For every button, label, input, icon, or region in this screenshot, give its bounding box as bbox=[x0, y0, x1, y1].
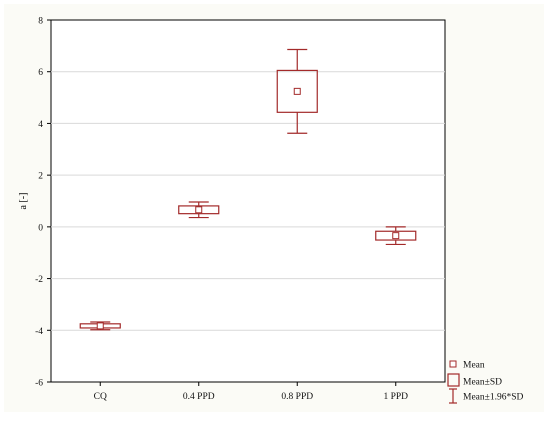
legend-item: Mean±1.96*SD bbox=[449, 388, 524, 404]
y-tick-label: 0 bbox=[38, 223, 43, 233]
box-group bbox=[79, 321, 121, 331]
sd-box bbox=[178, 205, 220, 215]
legend-sd-symbol bbox=[447, 373, 460, 387]
y-tick-label: 4 bbox=[38, 120, 43, 130]
legend-label: Mean±1.96*SD bbox=[463, 393, 524, 403]
x-tick-label: 1 PPD bbox=[383, 392, 408, 402]
mean-marker bbox=[293, 87, 301, 95]
y-tick-label: -6 bbox=[35, 379, 43, 389]
box-group bbox=[276, 48, 318, 134]
x-tick-label: 0.4 PPD bbox=[183, 392, 215, 402]
box-group bbox=[178, 201, 220, 219]
y-tick-label: 6 bbox=[38, 68, 43, 78]
mean-marker bbox=[96, 322, 104, 330]
y-tick-label: 2 bbox=[38, 172, 43, 182]
plot-area bbox=[50, 19, 446, 383]
legend-mean-symbol bbox=[449, 360, 457, 368]
sd-box bbox=[276, 69, 318, 113]
legend: Mean Mean±SD Mean±1.96*SD bbox=[447, 360, 524, 404]
mean-marker bbox=[392, 232, 400, 240]
x-tick-label: 0.8 PPD bbox=[281, 392, 313, 402]
legend-item: Mean bbox=[449, 360, 485, 371]
y-tick-label: -2 bbox=[35, 275, 43, 285]
y-tick-label: -4 bbox=[35, 327, 43, 337]
legend-item: Mean±SD bbox=[447, 373, 502, 388]
legend-label: Mean±SD bbox=[463, 378, 502, 388]
legend-label: Mean bbox=[463, 361, 485, 371]
sd-box bbox=[375, 230, 417, 241]
x-tick-label: CQ bbox=[94, 392, 107, 402]
y-axis-title: a [-] bbox=[18, 193, 29, 210]
y-tick-label: 8 bbox=[38, 17, 43, 27]
mean-marker bbox=[195, 206, 203, 214]
box-group bbox=[375, 226, 417, 246]
